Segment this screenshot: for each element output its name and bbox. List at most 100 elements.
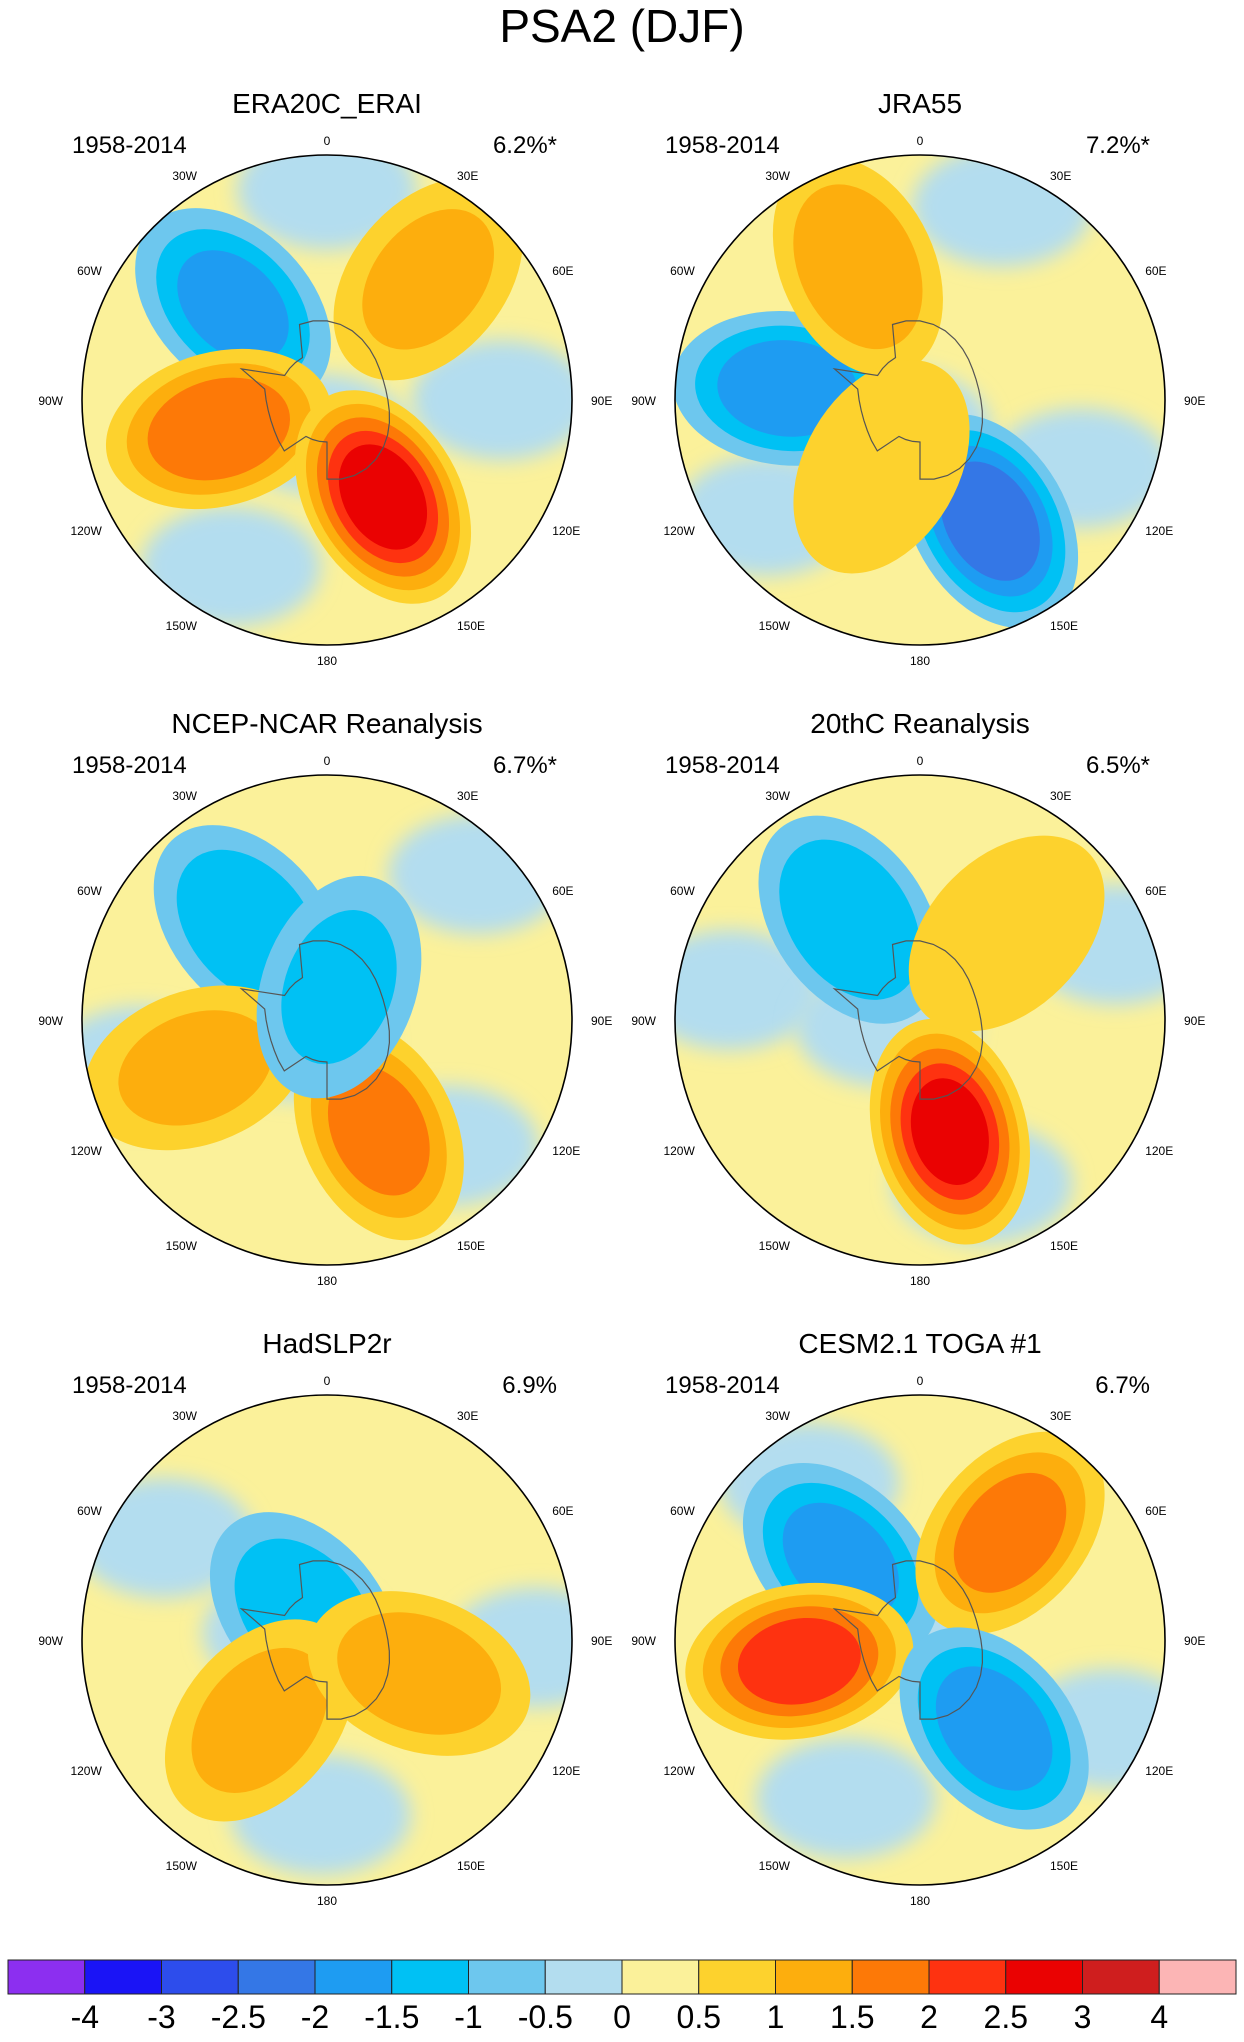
panel-variance: 6.2%* [493, 132, 557, 159]
longitude-label: 180 [317, 1274, 337, 1288]
longitude-label: 120E [552, 1764, 580, 1778]
colorbar-tick-label: -1 [454, 1999, 482, 2035]
longitude-label: 30W [765, 1409, 790, 1423]
anomaly-patch [412, 340, 572, 460]
longitude-label: 60W [670, 884, 695, 898]
antarctica-coastline [832, 940, 984, 1100]
longitude-label: 120W [663, 1764, 695, 1778]
longitude-label: 60W [670, 264, 695, 278]
longitude-label: 90E [591, 394, 612, 408]
longitude-label: 90W [631, 1634, 656, 1648]
map-border [81, 774, 573, 1266]
contour-high-amundsen-2 [737, 1617, 861, 1705]
longitude-label: 60E [552, 264, 573, 278]
map-border [674, 154, 1166, 646]
longitude-label: 150W [759, 1859, 791, 1873]
longitude-label: 180 [910, 1274, 930, 1288]
contour-high-indian-1p5 [953, 1472, 1067, 1593]
panel-period: 1958-2014 [72, 1372, 187, 1399]
map-border [674, 1394, 1166, 1886]
longitude-label: 30E [457, 1409, 478, 1423]
colorbar-box [1158, 1959, 1237, 1995]
longitude-label: 150E [1050, 619, 1078, 633]
panel-period: 1958-2014 [665, 752, 780, 779]
longitude-label: 150W [166, 619, 198, 633]
colorbar-box [1005, 1959, 1083, 1995]
longitude-label: 150W [759, 1239, 791, 1253]
longitude-label: 90E [1184, 1014, 1205, 1028]
anomaly-patch [675, 929, 820, 1050]
colorbar-box [851, 1959, 930, 1995]
panel-title: HadSLP2r [262, 1328, 391, 1359]
contour-high-atlantic-1 [793, 184, 923, 350]
longitude-label: 0 [324, 754, 331, 768]
longitude-label: 60E [1145, 264, 1166, 278]
contour-high-indian-0p5 [908, 835, 1105, 1032]
panel-title: ERA20C_ERAI [232, 88, 422, 119]
contour-high-amundsen-1p5 [147, 377, 291, 481]
antarctica-coastline [239, 940, 391, 1100]
longitude-label: 90W [631, 394, 656, 408]
longitude-label: 150W [759, 619, 791, 633]
contour-high-ross-0p5 [793, 359, 970, 574]
colorbar-box [7, 1959, 86, 1995]
map-border [81, 154, 573, 646]
panel-title: CESM2.1 TOGA #1 [798, 1328, 1041, 1359]
contour-high-tasman-2p5 [338, 444, 428, 550]
colorbar-tick-label: 0.5 [677, 1999, 721, 2035]
longitude-label: 150W [166, 1239, 198, 1253]
panel-title: JRA55 [878, 88, 962, 119]
anomaly-patch [912, 155, 1093, 267]
longitude-label: 180 [317, 1894, 337, 1908]
longitude-label: 120E [1145, 1144, 1173, 1158]
longitude-label: 60E [1145, 884, 1166, 898]
contour-high-indian-1 [362, 209, 494, 350]
longitude-label: 150E [457, 619, 485, 633]
colorbar-box [314, 1959, 393, 1995]
longitude-label: 120W [70, 1764, 102, 1778]
panel-variance: 7.2%* [1086, 132, 1150, 159]
colorbar-tick-label: -1.5 [364, 1999, 419, 2035]
longitude-label: 150E [1050, 1859, 1078, 1873]
longitude-label: 90E [591, 1014, 612, 1028]
longitude-label: 30W [765, 789, 790, 803]
colorbar-box [237, 1959, 316, 1995]
antarctica-coastline [832, 1560, 984, 1720]
longitude-label: 90W [38, 1634, 63, 1648]
longitude-label: 150E [457, 1859, 485, 1873]
panel-title: 20thC Reanalysis [810, 708, 1029, 739]
contour-low-antarctic-1 [281, 910, 397, 1065]
longitude-label: 60E [1145, 1504, 1166, 1518]
map-border [674, 774, 1166, 1266]
anomaly-patch [388, 814, 569, 935]
colorbar-tick-label: 2.5 [984, 1999, 1028, 2035]
map-panel-4: 20thC Reanalysis 1958-2014 6.5%* 0 30E 60E 90E… [631, 708, 1205, 1288]
panel-period: 1958-2014 [72, 752, 187, 779]
colorbar-tick-label: -4 [71, 1999, 99, 2035]
longitude-label: 60E [552, 884, 573, 898]
figure-title: PSA2 (DJF) [499, 0, 744, 52]
map-border [81, 1394, 573, 1886]
colorbar-box [928, 1959, 1007, 1995]
colorbar-box [391, 1959, 469, 1995]
longitude-label: 60E [552, 1504, 573, 1518]
map-panel-6: CESM2.1 TOGA #1 1958-2014 6.7% 0 30E 60E 90E 12… [631, 1328, 1205, 1908]
panel-period: 1958-2014 [72, 132, 187, 159]
longitude-label: 90E [591, 1634, 612, 1648]
longitude-label: 60W [77, 264, 102, 278]
panel-variance: 6.5%* [1086, 752, 1150, 779]
longitude-label: 30E [1050, 169, 1071, 183]
longitude-label: 90W [631, 1014, 656, 1028]
map-panel-1: ERA20C_ERAI 1958-2014 6.2%* 0 30E 60E 90E 120E 1… [38, 88, 612, 668]
longitude-label: 0 [324, 1374, 331, 1388]
longitude-label: 0 [917, 134, 924, 148]
panel-period: 1958-2014 [665, 1372, 780, 1399]
longitude-label: 120E [552, 524, 580, 538]
colorbar-tick-label: 1 [767, 1999, 785, 2035]
longitude-label: 90E [1184, 1634, 1205, 1648]
longitude-label: 30E [457, 789, 478, 803]
contour-low-south-pacific-2 [940, 461, 1040, 581]
colorbar-tick-label: 4 [1150, 1999, 1168, 2035]
longitude-label: 90W [38, 1014, 63, 1028]
contour-high-pacific-2p5 [910, 1078, 989, 1185]
